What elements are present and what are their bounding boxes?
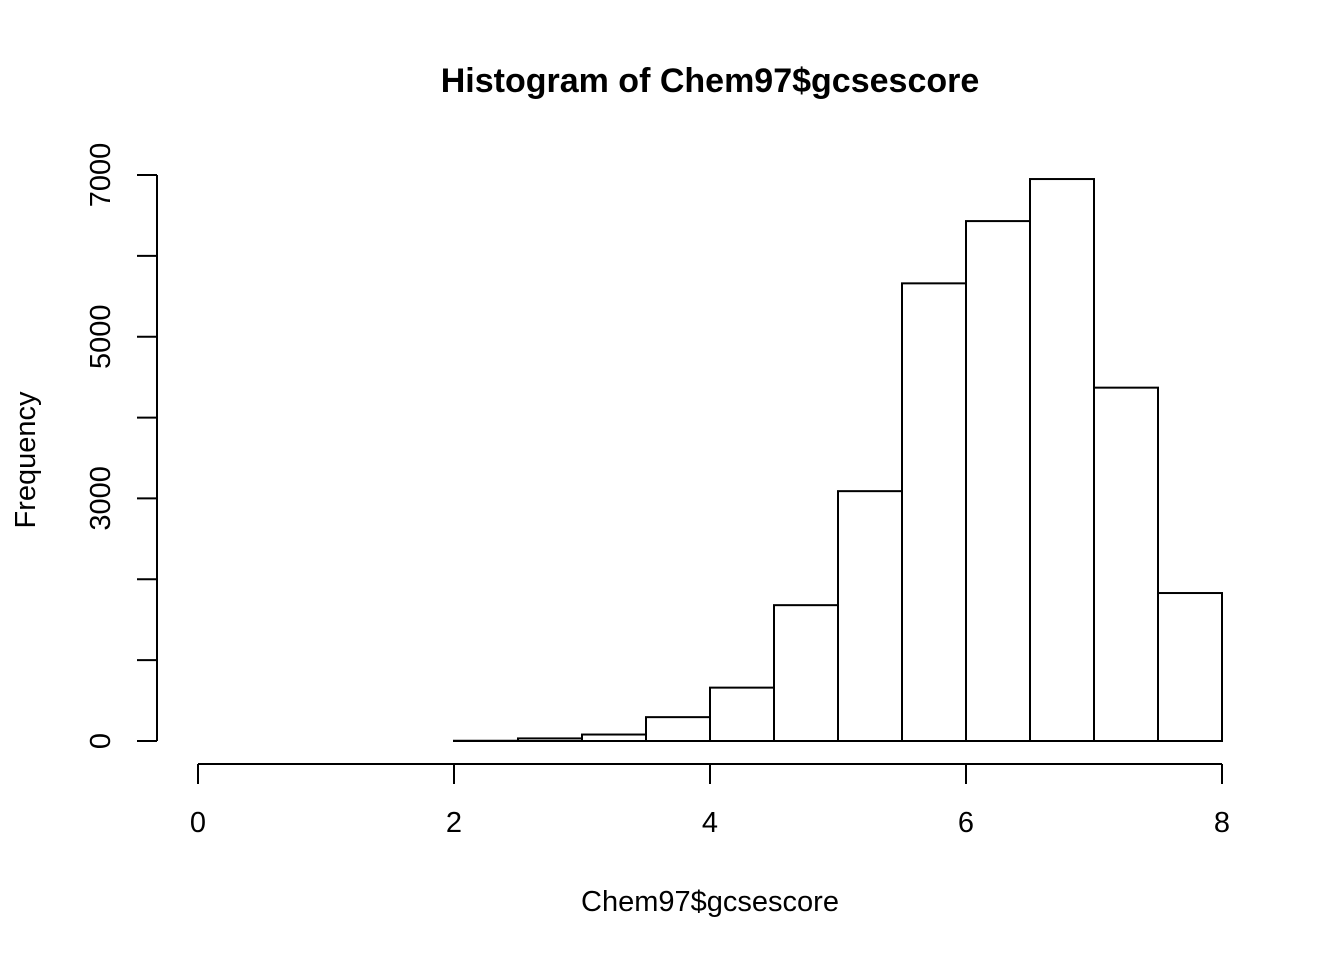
y-axis-label: Frequency bbox=[10, 391, 42, 529]
histogram-bar bbox=[1093, 386, 1159, 742]
y-tick-label: 7000 bbox=[85, 143, 117, 208]
histogram-bar bbox=[1157, 592, 1223, 742]
x-tick-label: 0 bbox=[190, 807, 206, 839]
y-tick-label: 0 bbox=[85, 733, 117, 749]
histogram-bar bbox=[901, 282, 967, 742]
bars-group bbox=[453, 178, 1223, 743]
histogram-bar bbox=[581, 733, 647, 743]
x-tick-label: 2 bbox=[446, 807, 462, 839]
x-axis-label: Chem97$gcsescore bbox=[581, 886, 839, 918]
histogram-bar bbox=[645, 716, 711, 743]
y-axis: 0 3000 5000 7000 bbox=[85, 143, 158, 749]
histogram-bar bbox=[837, 490, 903, 742]
x-tick-label: 6 bbox=[958, 807, 974, 839]
y-tick-label: 5000 bbox=[85, 304, 117, 369]
x-axis: 0 2 4 6 8 bbox=[190, 763, 1230, 839]
histogram-bar bbox=[517, 737, 583, 743]
histogram-bar bbox=[709, 686, 775, 742]
histogram-bar bbox=[1029, 178, 1095, 743]
chart-title: Histogram of Chem97$gcsescore bbox=[441, 62, 980, 100]
x-tick-label: 8 bbox=[1214, 807, 1230, 839]
x-tick-label: 4 bbox=[702, 807, 718, 839]
y-tick-label: 3000 bbox=[85, 466, 117, 531]
histogram-bar bbox=[773, 604, 839, 742]
histogram-bar bbox=[965, 220, 1031, 743]
